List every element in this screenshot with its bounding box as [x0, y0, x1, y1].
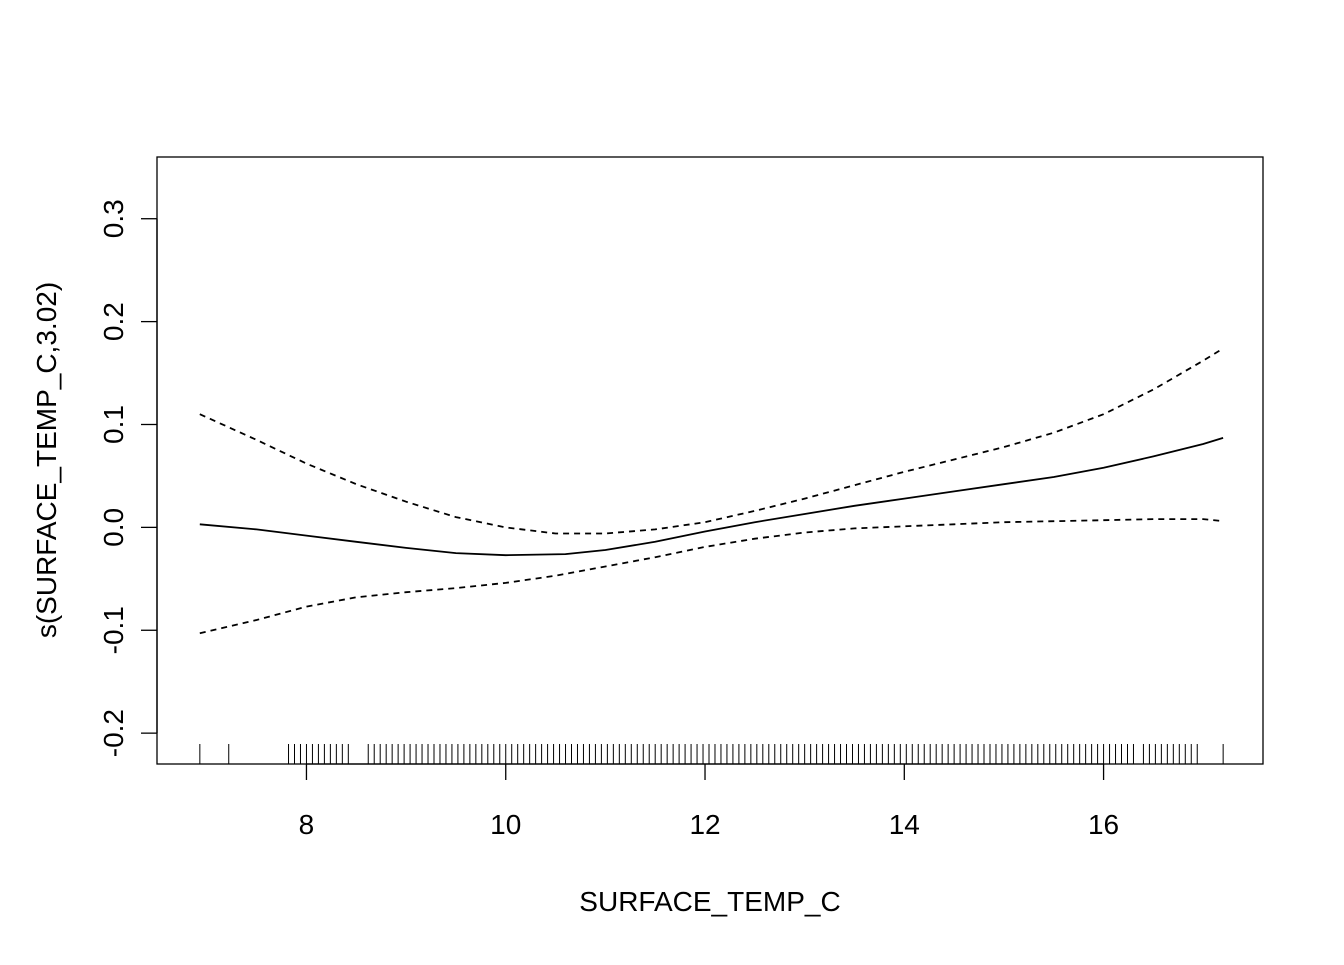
upper-confidence-band-line	[199, 347, 1224, 535]
x-tick-label: 8	[299, 809, 315, 840]
series-lines	[199, 347, 1224, 635]
x-tick-label: 12	[689, 809, 720, 840]
y-axis: -0.2 -0.1 0.0 0.1 0.2 0.3	[98, 199, 158, 757]
y-tick-label: -0.2	[98, 709, 129, 757]
y-tick-label: 0.2	[98, 302, 129, 341]
y-tick-label: 0.0	[98, 508, 129, 547]
x-tick-label: 16	[1088, 809, 1119, 840]
y-tick-label: -0.1	[98, 606, 129, 654]
y-axis-label: s(SURFACE_TEMP_C,3.02)	[31, 282, 62, 638]
plot-frame	[156, 156, 1264, 765]
y-tick-label: 0.1	[98, 405, 129, 444]
x-axis-label: SURFACE_TEMP_C	[579, 886, 840, 917]
lower-confidence-band-line	[199, 518, 1224, 635]
y-tick-label: 0.3	[98, 199, 129, 238]
smooth-estimate-line	[199, 437, 1224, 557]
x-axis: 8 10 12 14 16	[299, 763, 1119, 840]
rug-marks	[199, 744, 1224, 764]
x-tick-label: 10	[490, 809, 521, 840]
x-tick-label: 14	[889, 809, 920, 840]
